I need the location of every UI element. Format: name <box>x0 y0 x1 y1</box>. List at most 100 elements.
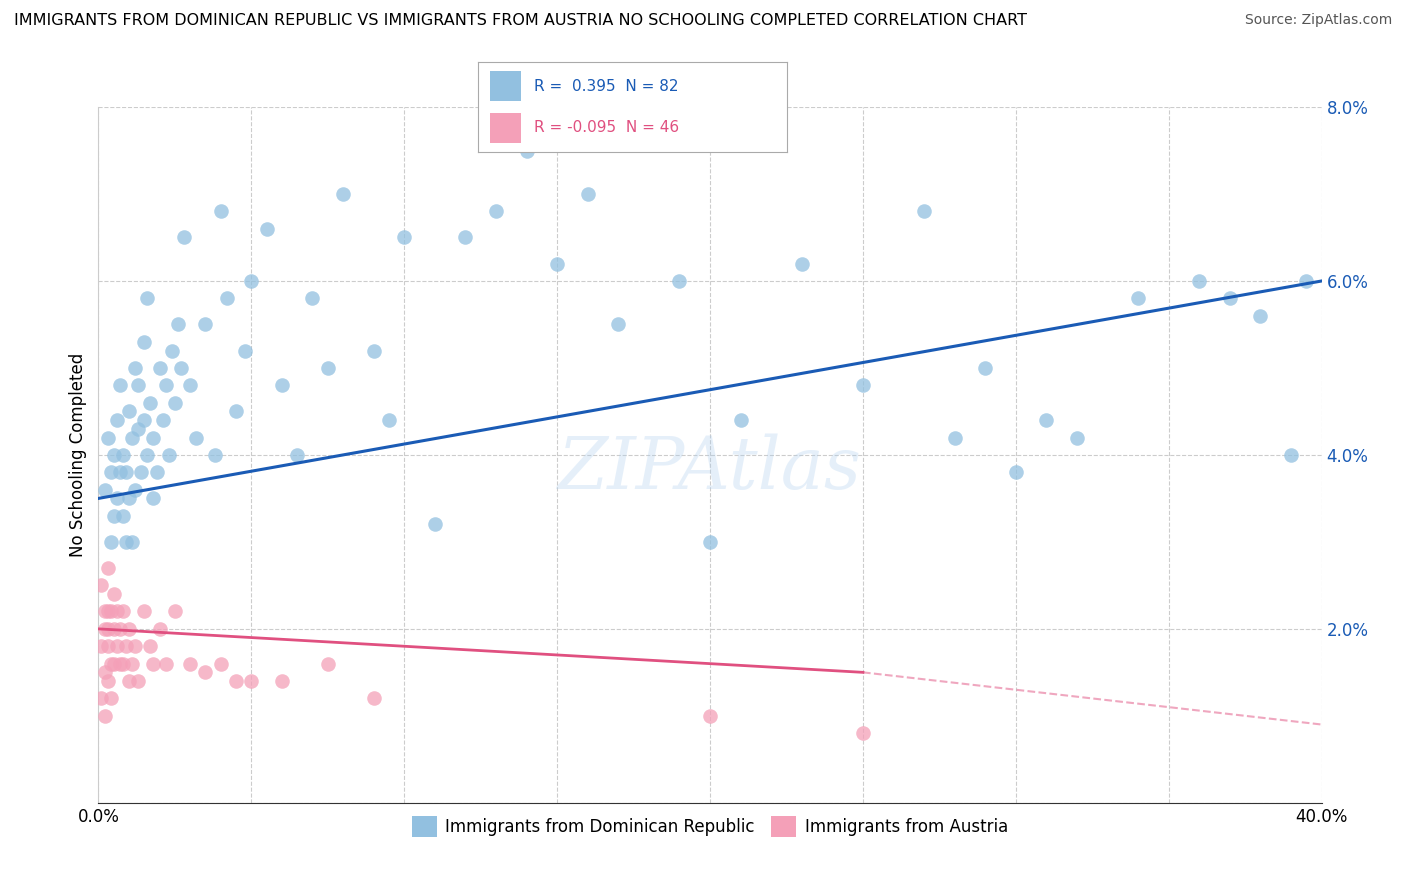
Point <box>186 430 208 444</box>
Point <box>100 691 122 706</box>
Text: Source: ZipAtlas.com: Source: ZipAtlas.com <box>1244 13 1392 28</box>
Point <box>93 665 115 680</box>
Point <box>270 378 292 392</box>
Point <box>142 430 165 444</box>
Point <box>93 483 115 497</box>
Point <box>97 561 120 575</box>
Point <box>127 422 149 436</box>
Point <box>124 639 146 653</box>
Point <box>852 726 875 740</box>
Point <box>974 360 997 375</box>
Point <box>111 657 134 671</box>
Point <box>93 622 115 636</box>
Point <box>115 639 138 653</box>
Point <box>108 378 131 392</box>
Point <box>115 466 138 480</box>
Point <box>392 230 416 244</box>
Point <box>699 534 721 549</box>
Point <box>240 674 263 689</box>
Point <box>97 639 120 653</box>
Point <box>378 413 401 427</box>
Point <box>103 587 125 601</box>
Point <box>93 605 115 619</box>
Point <box>90 691 112 706</box>
Text: ZIPAtlas: ZIPAtlas <box>558 434 862 504</box>
Point <box>97 605 120 619</box>
Point <box>100 466 122 480</box>
Point <box>179 378 201 392</box>
Point <box>124 483 146 497</box>
Point <box>943 430 966 444</box>
Point <box>118 674 141 689</box>
Point <box>108 622 131 636</box>
Point <box>546 257 568 271</box>
Point <box>97 430 120 444</box>
Point <box>139 395 162 409</box>
Legend: Immigrants from Dominican Republic, Immigrants from Austria: Immigrants from Dominican Republic, Immi… <box>405 810 1015 843</box>
Point <box>111 448 134 462</box>
Point <box>136 448 159 462</box>
Point <box>790 257 813 271</box>
Point <box>363 691 385 706</box>
Point <box>142 657 165 671</box>
Point <box>270 674 292 689</box>
Point <box>194 318 217 332</box>
Point <box>118 622 141 636</box>
Text: R = -0.095  N = 46: R = -0.095 N = 46 <box>534 120 679 135</box>
Text: R =  0.395  N = 82: R = 0.395 N = 82 <box>534 79 678 94</box>
Point <box>105 413 128 427</box>
Point <box>103 657 125 671</box>
Bar <box>491 113 522 143</box>
Point <box>157 448 180 462</box>
Point <box>363 343 385 358</box>
Point <box>332 186 354 201</box>
Point <box>124 360 146 375</box>
Point <box>93 708 115 723</box>
Point <box>173 230 195 244</box>
Point <box>423 517 446 532</box>
Point <box>139 639 162 653</box>
Point <box>1249 309 1271 323</box>
Point <box>108 466 131 480</box>
Point <box>121 534 143 549</box>
Text: IMMIGRANTS FROM DOMINICAN REPUBLIC VS IMMIGRANTS FROM AUSTRIA NO SCHOOLING COMPL: IMMIGRANTS FROM DOMINICAN REPUBLIC VS IM… <box>14 13 1026 29</box>
Point <box>209 204 232 219</box>
Point <box>454 230 477 244</box>
Point <box>516 144 538 158</box>
Point <box>142 491 165 506</box>
Point <box>129 466 152 480</box>
Point <box>301 291 323 305</box>
Point <box>163 605 186 619</box>
Point <box>90 639 112 653</box>
Point <box>668 274 690 288</box>
Bar <box>491 71 522 101</box>
Point <box>105 491 128 506</box>
Point <box>100 534 122 549</box>
Point <box>149 360 172 375</box>
Point <box>852 378 875 392</box>
Point <box>155 657 177 671</box>
Point <box>194 665 217 680</box>
Point <box>1004 466 1026 480</box>
Point <box>134 334 156 349</box>
Point <box>1279 448 1302 462</box>
Point <box>127 378 149 392</box>
Point <box>912 204 935 219</box>
Point <box>105 639 128 653</box>
Point <box>100 657 122 671</box>
Point <box>103 508 125 523</box>
Point <box>97 622 120 636</box>
Point <box>134 605 156 619</box>
Point <box>1295 274 1317 288</box>
Point <box>285 448 308 462</box>
Point <box>225 404 247 418</box>
Point <box>576 186 599 201</box>
Point <box>105 605 128 619</box>
Point <box>136 291 159 305</box>
Point <box>179 657 201 671</box>
Point <box>155 378 177 392</box>
Point <box>90 578 112 592</box>
Point <box>1219 291 1241 305</box>
Point <box>1035 413 1057 427</box>
Point <box>215 291 238 305</box>
